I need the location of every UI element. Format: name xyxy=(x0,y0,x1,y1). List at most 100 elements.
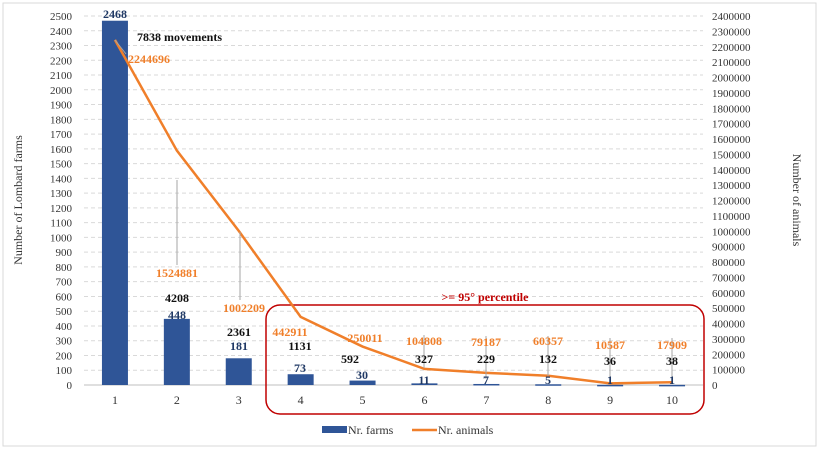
movements-data-label: 2361 xyxy=(227,325,251,339)
y2-tick-label: 2400000 xyxy=(712,11,751,23)
y-tick-label: 1200 xyxy=(50,203,73,215)
farms-data-label: 1 xyxy=(607,373,613,387)
y-tick-label: 300 xyxy=(56,336,73,348)
y2-tick-label: 1500000 xyxy=(712,149,751,161)
legend-swatch-nr-farms xyxy=(322,426,347,433)
x-tick-label: 6 xyxy=(421,393,427,407)
y2-tick-label: 1400000 xyxy=(712,165,751,177)
bar-nr-farms xyxy=(287,374,314,385)
y-tick-label: 100 xyxy=(56,365,73,377)
y-tick-label: 1500 xyxy=(50,159,73,171)
farms-data-label: 2468 xyxy=(103,7,127,21)
y2-tick-label: 600000 xyxy=(712,288,746,300)
y-tick-label: 2500 xyxy=(50,11,73,23)
x-tick-label: 7 xyxy=(483,393,489,407)
y-tick-label: 1800 xyxy=(50,114,73,126)
animals-data-label: 442911 xyxy=(272,325,307,339)
movements-data-label: 36 xyxy=(604,354,616,368)
y-tick-label: 2100 xyxy=(50,70,73,82)
farms-data-label: 11 xyxy=(418,373,429,387)
farms-data-label: 7 xyxy=(483,373,489,387)
farms-data-label: 73 xyxy=(294,361,306,375)
y2-tick-label: 800000 xyxy=(712,257,746,269)
y-tick-label: 1100 xyxy=(50,218,72,230)
x-tick-label: 10 xyxy=(666,393,678,407)
bar-nr-farms xyxy=(597,384,624,387)
y-tick-label: 1300 xyxy=(50,188,73,200)
animals-data-label: 104808 xyxy=(406,334,442,348)
percentile-annotation: >= 95° percentile xyxy=(442,290,530,304)
legend-label-nr-farms: Nr. farms xyxy=(348,423,394,437)
y-tick-label: 1400 xyxy=(50,173,73,185)
y-tick-label: 400 xyxy=(56,321,73,333)
x-tick-label: 4 xyxy=(298,393,304,407)
y2-tick-label: 1300000 xyxy=(712,180,751,192)
y2-tick-label: 1800000 xyxy=(712,103,751,115)
y2-tick-label: 500000 xyxy=(712,303,746,315)
farms-data-label: 181 xyxy=(230,339,248,353)
y2-tick-label: 1700000 xyxy=(712,119,751,131)
leader-line xyxy=(114,39,127,55)
legend-label-nr-animals: Nr. animals xyxy=(438,423,494,437)
y2-tick-label: 1600000 xyxy=(712,134,751,146)
movements-data-label: 1131 xyxy=(288,339,311,353)
y-tick-label: 800 xyxy=(56,262,73,274)
line-nr-animals xyxy=(113,39,673,385)
y2-tick-label: 100000 xyxy=(712,365,746,377)
animals-data-label: 1524881 xyxy=(156,266,198,280)
y-tick-label: 500 xyxy=(56,306,73,318)
y-tick-label: 1900 xyxy=(50,100,73,112)
movements-data-label: 229 xyxy=(477,352,495,366)
y-tick-label: 200 xyxy=(56,350,73,362)
y2-tick-label: 400000 xyxy=(712,319,746,331)
y2-tick-label: 2200000 xyxy=(712,42,751,54)
y2-tick-label: 700000 xyxy=(712,272,746,284)
y-tick-label: 2300 xyxy=(50,41,73,53)
y-tick-label: 2200 xyxy=(50,55,73,67)
animals-data-label: 79187 xyxy=(471,335,501,349)
y2-tick-label: 2300000 xyxy=(712,26,751,38)
y2-tick-label: 1000000 xyxy=(712,226,751,238)
bar-nr-farms xyxy=(473,383,500,386)
farms-data-label: 1 xyxy=(669,373,675,387)
movements-data-label: 7838 movements xyxy=(137,30,222,44)
animals-data-label: 10587 xyxy=(595,338,625,352)
y2-tick-label: 0 xyxy=(712,380,718,392)
chart-border xyxy=(2,2,817,447)
movements-data-label: 38 xyxy=(666,354,678,368)
movements-data-label: 327 xyxy=(415,352,433,366)
movements-data-label: 4208 xyxy=(165,291,189,305)
x-tick-label: 3 xyxy=(236,393,242,407)
y-tick-label: 1600 xyxy=(50,144,73,156)
bar-nr-farms xyxy=(225,358,252,385)
y2-tick-label: 2000000 xyxy=(712,73,751,85)
x-tick-label: 2 xyxy=(174,393,180,407)
y-tick-label: 900 xyxy=(56,247,73,259)
bar-nr-farms xyxy=(411,383,438,385)
animals-data-label: 17909 xyxy=(657,338,687,352)
y-tick-label: 2000 xyxy=(50,85,73,97)
farms-data-label: 5 xyxy=(545,373,551,387)
y2-tick-label: 1100000 xyxy=(712,211,751,223)
y-tick-label: 700 xyxy=(56,277,73,289)
y-tick-label: 0 xyxy=(67,380,73,392)
y-tick-label: 1000 xyxy=(50,232,73,244)
y2-tick-label: 900000 xyxy=(712,242,746,254)
animals-data-label: 2244696 xyxy=(128,52,170,66)
movements-data-label: 592 xyxy=(341,352,359,366)
y2-axis-title: Number of animals xyxy=(790,154,804,247)
y-tick-label: 1700 xyxy=(50,129,73,141)
bar-nr-farms xyxy=(163,318,190,385)
x-tick-label: 5 xyxy=(360,393,366,407)
y-tick-label: 2400 xyxy=(50,26,73,38)
farms-data-label: 448 xyxy=(168,308,186,322)
bar-nr-farms xyxy=(535,384,562,386)
animals-data-label: 1002209 xyxy=(223,301,265,315)
y2-tick-label: 1200000 xyxy=(712,196,751,208)
bar-nr-farms xyxy=(349,380,376,385)
bar-nr-farms xyxy=(659,384,686,387)
y-tick-label: 600 xyxy=(56,291,73,303)
farms-data-label: 30 xyxy=(356,368,368,382)
